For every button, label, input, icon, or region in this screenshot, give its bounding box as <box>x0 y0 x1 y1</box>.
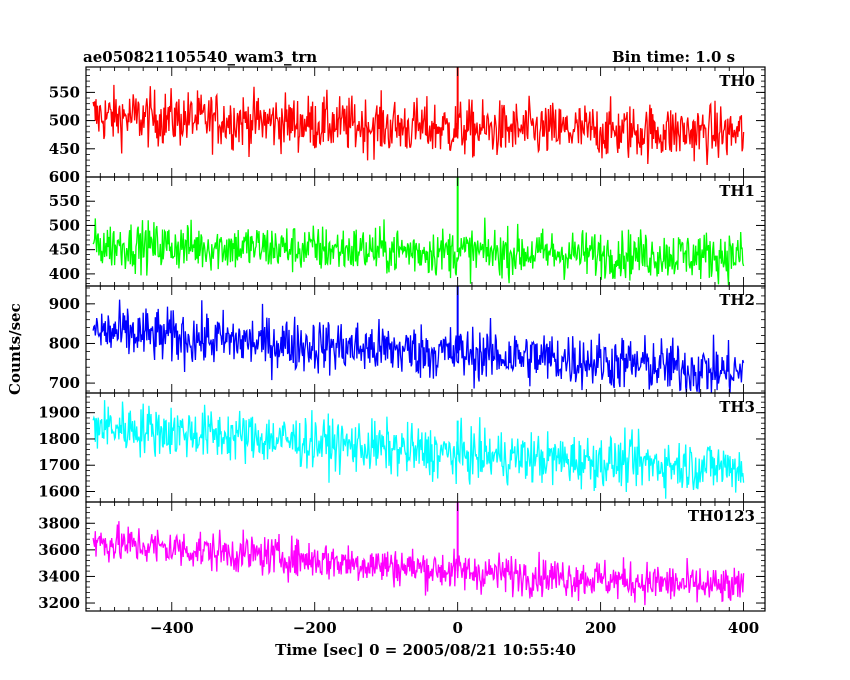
y-tick-label: 450 <box>49 241 80 259</box>
panel-label-th3: TH3 <box>719 398 755 416</box>
y-tick-label: 550 <box>49 83 80 101</box>
panel-label-th2: TH2 <box>719 291 755 309</box>
y-tick-label: 550 <box>49 192 80 210</box>
y-tick-label: 1600 <box>38 482 80 500</box>
x-tick-label: −400 <box>150 619 194 637</box>
series-line-th3 <box>92 400 745 499</box>
series-line-th0 <box>92 84 745 166</box>
x-axis-label: Time [sec] 0 = 2005/08/21 10:55:40 <box>275 641 576 659</box>
y-tick-label: 500 <box>49 112 80 130</box>
y-tick-label: 500 <box>49 216 80 234</box>
y-tick-label: 1800 <box>38 430 80 448</box>
y-tick-label: 3400 <box>38 567 80 585</box>
y-tick-label: 600 <box>49 168 80 186</box>
y-tick-label: 1900 <box>38 404 80 422</box>
x-tick-label: −200 <box>293 619 337 637</box>
y-tick-label: 900 <box>49 295 80 313</box>
x-tick-label: 400 <box>728 619 759 637</box>
y-tick-label: 450 <box>49 140 80 158</box>
series-line-th0123 <box>92 521 745 606</box>
panel-label-th0: TH0 <box>719 72 755 90</box>
y-tick-label: 800 <box>49 334 80 352</box>
y-tick-label: 700 <box>49 374 80 392</box>
x-tick-label: 200 <box>585 619 616 637</box>
series-line-th2 <box>92 299 745 394</box>
panel-label-th0123: TH0123 <box>688 507 755 525</box>
series-line-th1 <box>92 217 745 286</box>
panel-frame-th0123 <box>85 501 766 612</box>
y-tick-label: 400 <box>49 265 80 283</box>
y-tick-label: 3600 <box>38 541 80 559</box>
panel-label-th1: TH1 <box>719 182 755 200</box>
chart-title: ae050821105540_wam3_trn <box>83 48 318 66</box>
x-tick-label: 0 <box>452 619 462 637</box>
y-tick-label: 3800 <box>38 514 80 532</box>
bin-time-label: Bin time: 1.0 s <box>612 48 736 66</box>
y-tick-label: 1700 <box>38 456 80 474</box>
y-tick-label: 3200 <box>38 594 80 612</box>
